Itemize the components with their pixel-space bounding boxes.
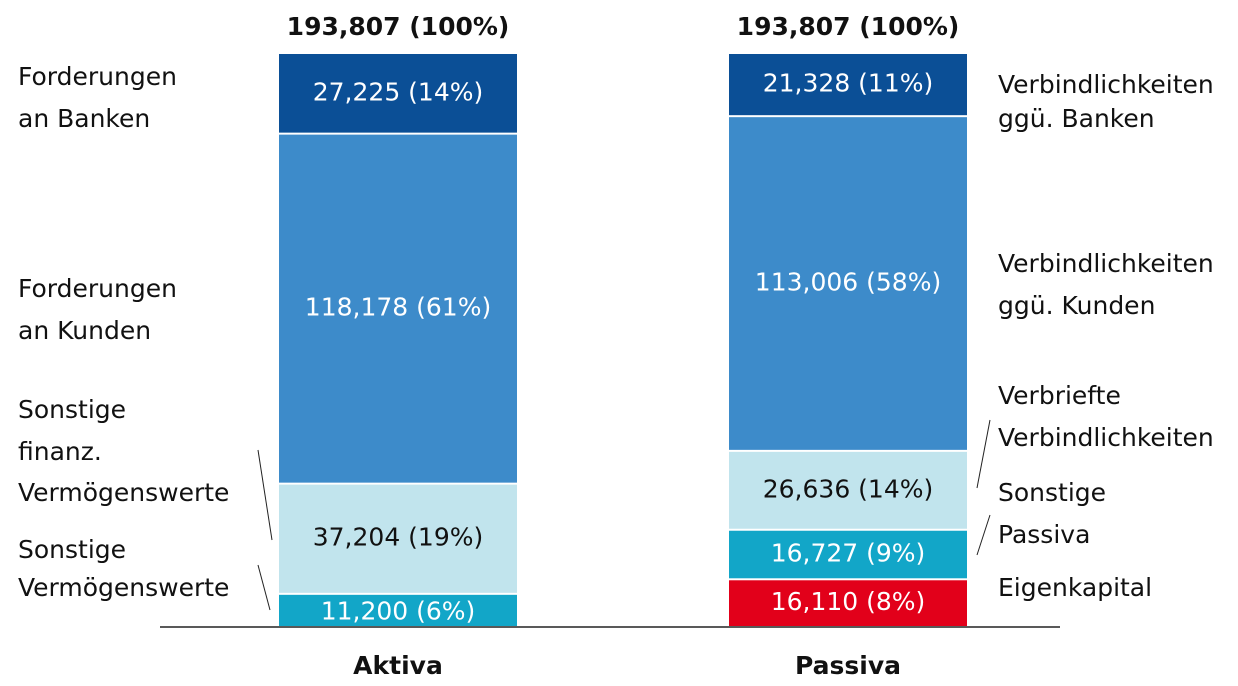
bar-segment [729,580,967,626]
category-label: Aktiva [353,651,443,680]
bar-segment [729,117,967,450]
value-label: 26,636 (14%) [763,474,934,503]
value-label: 27,225 (14%) [313,77,484,106]
bar-segment [729,54,967,116]
segment-label-line: Vermögenswerte [18,478,229,507]
segment-label-line: Verbindlichkeiten [998,423,1214,452]
segment-label-line: Forderungen [18,62,177,91]
value-label: 113,006 (58%) [755,268,941,297]
segment-label: Forderungen an Kunden [18,274,177,345]
segment-label-line: Passiva [998,520,1090,549]
leader-line [257,449,273,541]
segment-label-line: an Kunden [18,316,151,345]
leader-line [976,514,991,556]
value-label: 11,200 (6%) [321,596,476,625]
segment-label-line: ggü. Banken [998,104,1155,133]
value-label: 118,178 (61%) [305,293,491,322]
segment-label: Verbindlichkeiten ggü. Banken [998,70,1214,133]
segment-label-line: Eigenkapital [998,573,1152,602]
segment-label-line: Sonstige [998,478,1106,507]
segment-label-line: finanz. [18,437,102,466]
segment-label-line: Forderungen [18,274,177,303]
segment-label-line: Verbindlichkeiten [998,70,1214,99]
bar-segment [729,530,967,579]
value-label: 16,110 (8%) [771,587,926,616]
segment-label: Forderungen an Banken [18,62,177,133]
segment-label-line: Vermögenswerte [18,573,229,602]
segment-label-line: ggü. Kunden [998,291,1155,320]
value-label: 21,328 (11%) [763,69,934,98]
segment-label: Sonstige finanz. Vermögenswerte [18,395,229,507]
segment-label-line: Sonstige [18,395,126,424]
leader-line [976,419,991,489]
segment-label-line: Verbindlichkeiten [998,249,1214,278]
bar-segment [279,484,517,593]
bar-segment [279,134,517,483]
segment-label: Sonstige Passiva [998,478,1106,549]
segment-label: Eigenkapital [998,573,1152,602]
bar-segment [729,451,967,529]
total-label: 193,807 (100%) [287,12,510,41]
value-label: 16,727 (9%) [771,539,926,568]
category-label: Passiva [795,651,901,680]
segment-label: Sonstige Vermögenswerte [18,535,229,602]
leader-line [257,564,271,611]
segment-label: Verbindlichkeiten ggü. Kunden [998,249,1214,320]
total-label: 193,807 (100%) [737,12,960,41]
segment-label-line: Verbriefte [998,381,1121,410]
value-label: 37,204 (19%) [313,523,484,552]
bar-segment [279,54,517,133]
bar-segment [279,594,517,626]
segment-label-line: Sonstige [18,535,126,564]
segment-label: Verbriefte Verbindlichkeiten [998,381,1214,452]
segment-label-line: an Banken [18,104,150,133]
